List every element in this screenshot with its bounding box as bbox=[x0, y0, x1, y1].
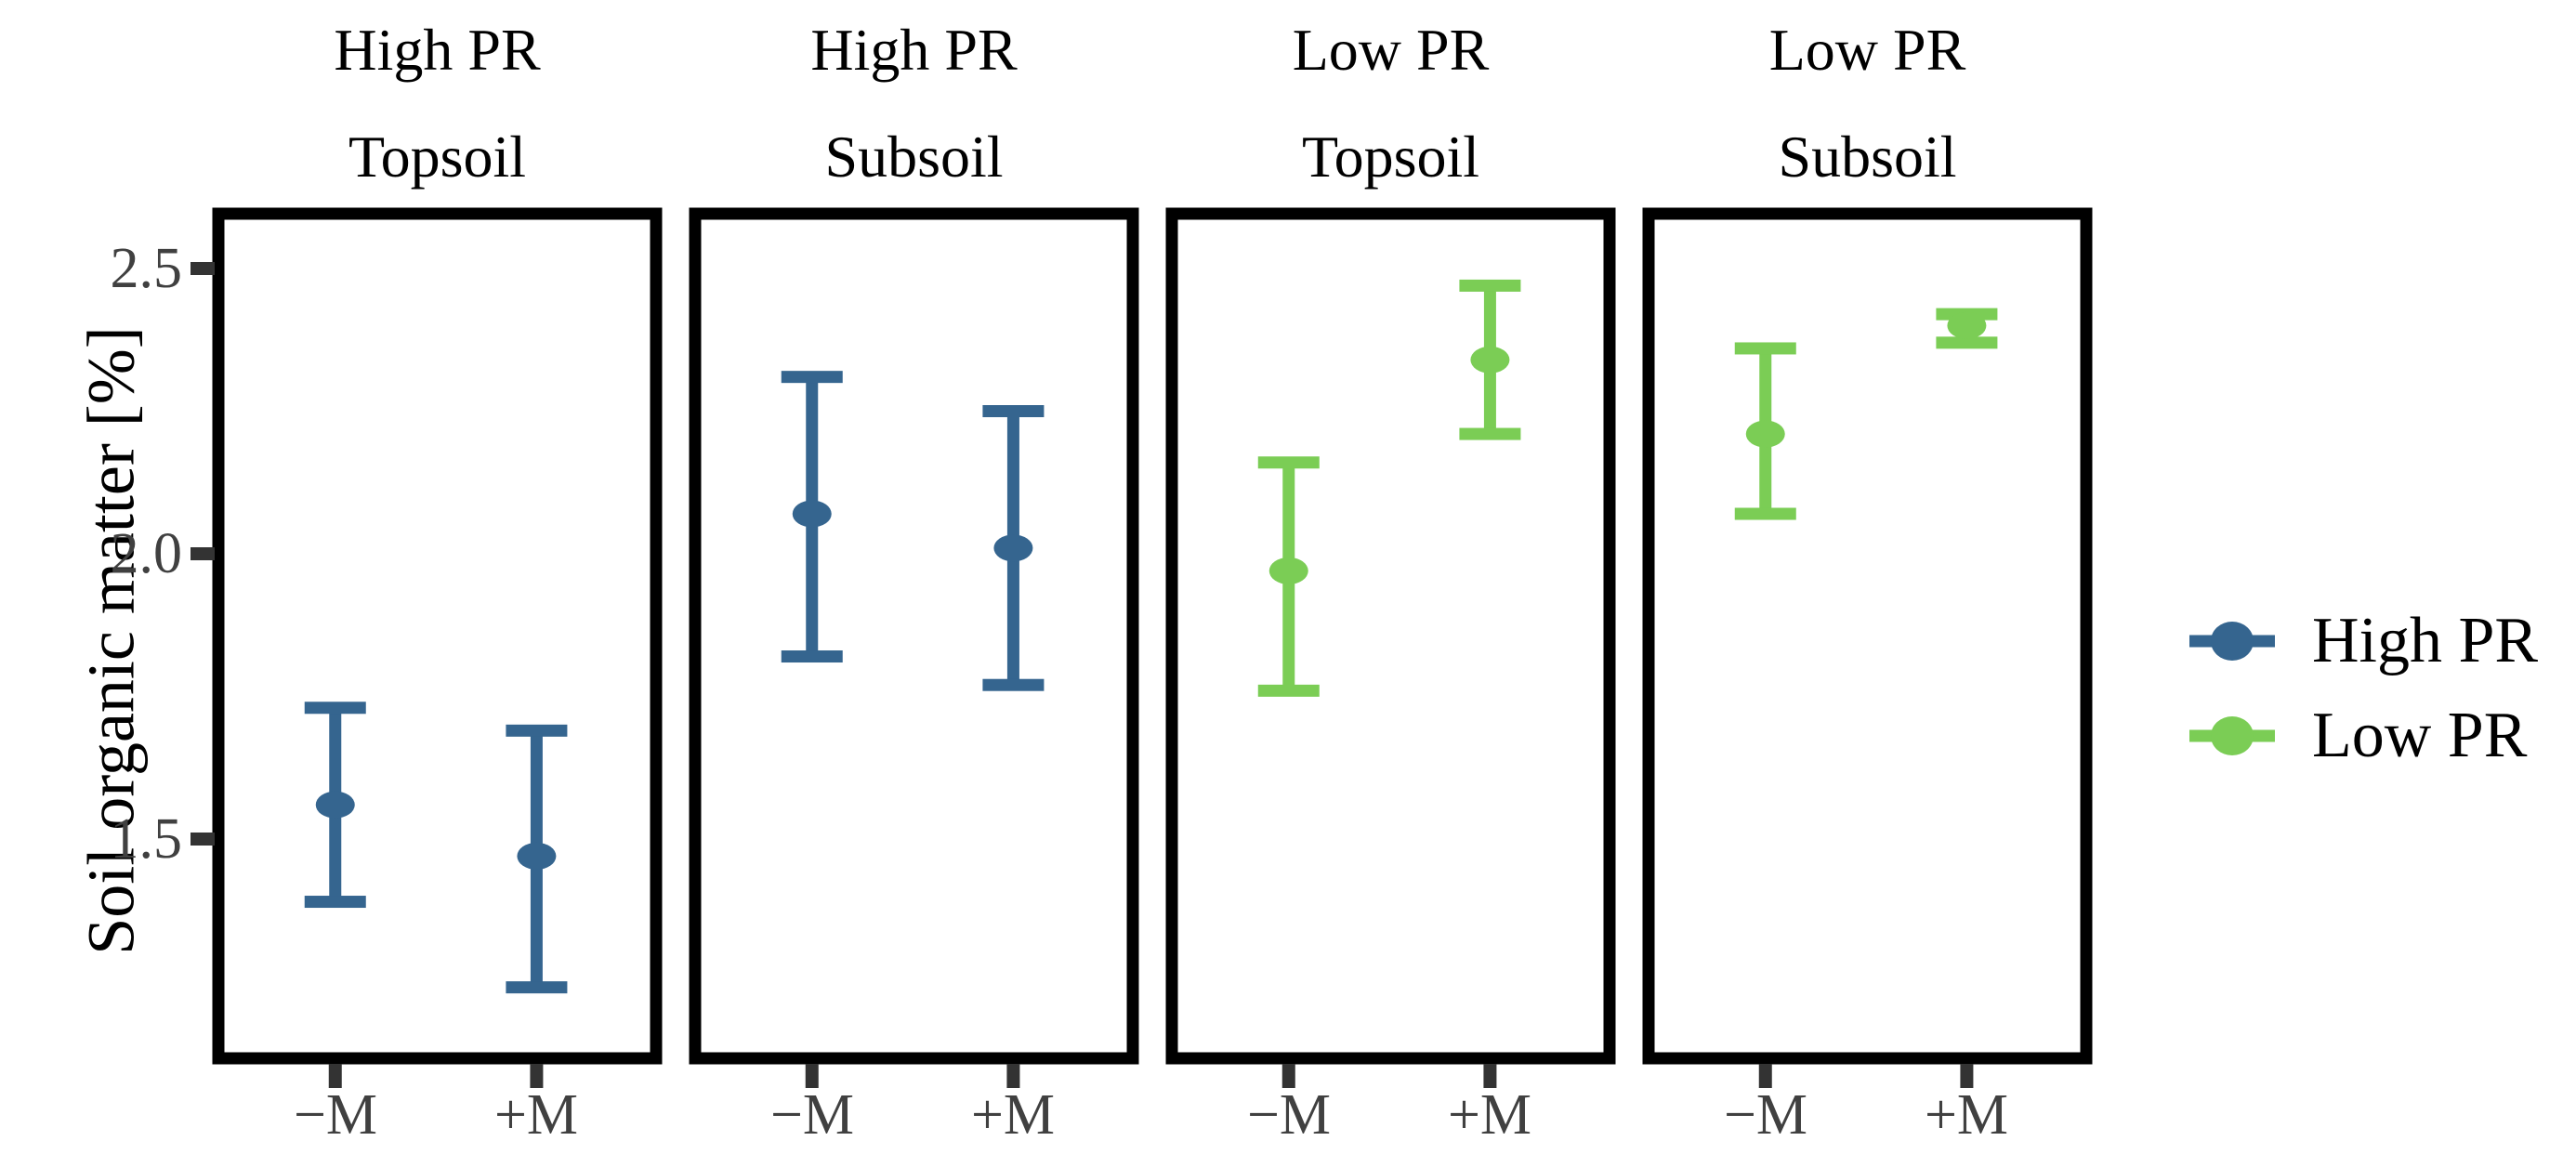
legend-entry-high-pr: High PR bbox=[2189, 605, 2538, 676]
x-tick-label-p3-minusM: −M bbox=[1246, 1083, 1332, 1147]
pointrange-high-pr-subsoil-plusM-cap-top bbox=[982, 405, 1045, 417]
pointrange-high-pr-topsoil-minusM-cap-top bbox=[304, 702, 366, 715]
y-tick-label-1-5: 1.5 bbox=[110, 807, 183, 871]
pointrange-high-pr-subsoil-plusM-cap-bottom bbox=[982, 678, 1045, 691]
y-tick-label-2-5: 2.5 bbox=[110, 237, 183, 300]
x-tick-label-p4-minusM: −M bbox=[1723, 1083, 1808, 1147]
y-tick-mark-1 bbox=[191, 547, 215, 560]
facet-title-3-line1: Low PR bbox=[1292, 17, 1490, 83]
x-tick-mark-low-pr-subsoil-0 bbox=[1758, 1064, 1772, 1088]
panel-border-low-pr-topsoil bbox=[1165, 207, 1616, 1065]
pointrange-low-pr-topsoil-plusM-cap-top bbox=[1459, 279, 1521, 292]
facet-title-3-line2: Topsoil bbox=[1301, 124, 1480, 190]
legend-key-low-pr-pointrange-icon bbox=[2189, 716, 2275, 755]
x-tick-label-p3-plusM: +M bbox=[1447, 1083, 1532, 1147]
pointrange-low-pr-subsoil-minusM-cap-top bbox=[1734, 342, 1796, 355]
pointrange-low-pr-subsoil-plusM-cap-bottom bbox=[1936, 336, 1998, 349]
x-tick-label-p2-plusM: +M bbox=[970, 1083, 1056, 1147]
x-tick-mark-low-pr-topsoil-0 bbox=[1281, 1064, 1295, 1088]
pointrange-low-pr-subsoil-minusM-point bbox=[1745, 420, 1785, 448]
panel-border-high-pr-topsoil bbox=[212, 207, 663, 1065]
pointrange-low-pr-topsoil-plusM-cap-bottom bbox=[1459, 427, 1521, 440]
facet-title-4-line2: Subsoil bbox=[1778, 124, 1957, 190]
pointrange-low-pr-topsoil-minusM-cap-bottom bbox=[1257, 684, 1320, 697]
pointrange-high-pr-topsoil-plusM-point bbox=[517, 842, 557, 870]
pointrange-low-pr-topsoil-minusM-point bbox=[1268, 557, 1308, 584]
x-tick-label-p2-minusM: −M bbox=[769, 1083, 855, 1147]
pointrange-low-pr-topsoil-plusM-point bbox=[1470, 346, 1510, 374]
panel-border-low-pr-subsoil bbox=[1642, 207, 2093, 1065]
legend-label-high-pr: High PR bbox=[2312, 605, 2539, 676]
pointrange-low-pr-subsoil-minusM-cap-bottom bbox=[1734, 507, 1796, 520]
facet-title-1-line2: Topsoil bbox=[348, 124, 527, 190]
pointrange-high-pr-topsoil-plusM-cap-top bbox=[506, 724, 568, 737]
y-tick-mark-0 bbox=[191, 262, 215, 275]
x-tick-mark-low-pr-topsoil-1 bbox=[1483, 1064, 1497, 1088]
pointrange-high-pr-subsoil-plusM-point bbox=[993, 534, 1033, 562]
pointrange-high-pr-subsoil-minusM-cap-bottom bbox=[781, 650, 843, 663]
facet-title-1-line1: High PR bbox=[334, 17, 541, 83]
facet-title-2-line1: High PR bbox=[810, 17, 1018, 83]
x-tick-label-p1-minusM: −M bbox=[293, 1083, 378, 1147]
y-axis-title: Soil organic matter [%] bbox=[73, 326, 149, 955]
legend-entry-low-pr: Low PR bbox=[2189, 700, 2527, 771]
x-tick-mark-low-pr-subsoil-1 bbox=[1960, 1064, 1974, 1088]
legend-label-low-pr: Low PR bbox=[2312, 700, 2528, 771]
facet-title-4-line1: Low PR bbox=[1768, 17, 1966, 83]
pointrange-high-pr-subsoil-minusM-cap-top bbox=[781, 371, 843, 384]
pointrange-high-pr-topsoil-plusM-cap-bottom bbox=[506, 981, 568, 994]
pointrange-low-pr-topsoil-minusM-cap-top bbox=[1257, 456, 1320, 469]
pointrange-high-pr-topsoil-minusM-point bbox=[315, 791, 355, 819]
y-tick-mark-2 bbox=[191, 833, 215, 846]
x-tick-label-p4-plusM: +M bbox=[1924, 1083, 2009, 1147]
x-tick-mark-high-pr-topsoil-1 bbox=[530, 1064, 544, 1088]
x-tick-mark-high-pr-topsoil-0 bbox=[328, 1064, 342, 1088]
panel-border-high-pr-subsoil bbox=[689, 207, 1139, 1065]
legend-key-high-pr-pointrange-icon bbox=[2189, 622, 2275, 661]
pointrange-low-pr-subsoil-plusM-point bbox=[1947, 311, 1987, 339]
facet-title-2-line2: Subsoil bbox=[824, 124, 1004, 190]
pointrange-high-pr-topsoil-minusM-cap-bottom bbox=[304, 896, 366, 909]
y-tick-label-2-0: 2.0 bbox=[110, 522, 183, 585]
x-tick-mark-high-pr-subsoil-1 bbox=[1006, 1064, 1020, 1088]
pointrange-high-pr-subsoil-minusM-point bbox=[792, 500, 832, 528]
x-tick-label-p1-plusM: +M bbox=[493, 1083, 579, 1147]
x-tick-mark-high-pr-subsoil-0 bbox=[805, 1064, 819, 1088]
